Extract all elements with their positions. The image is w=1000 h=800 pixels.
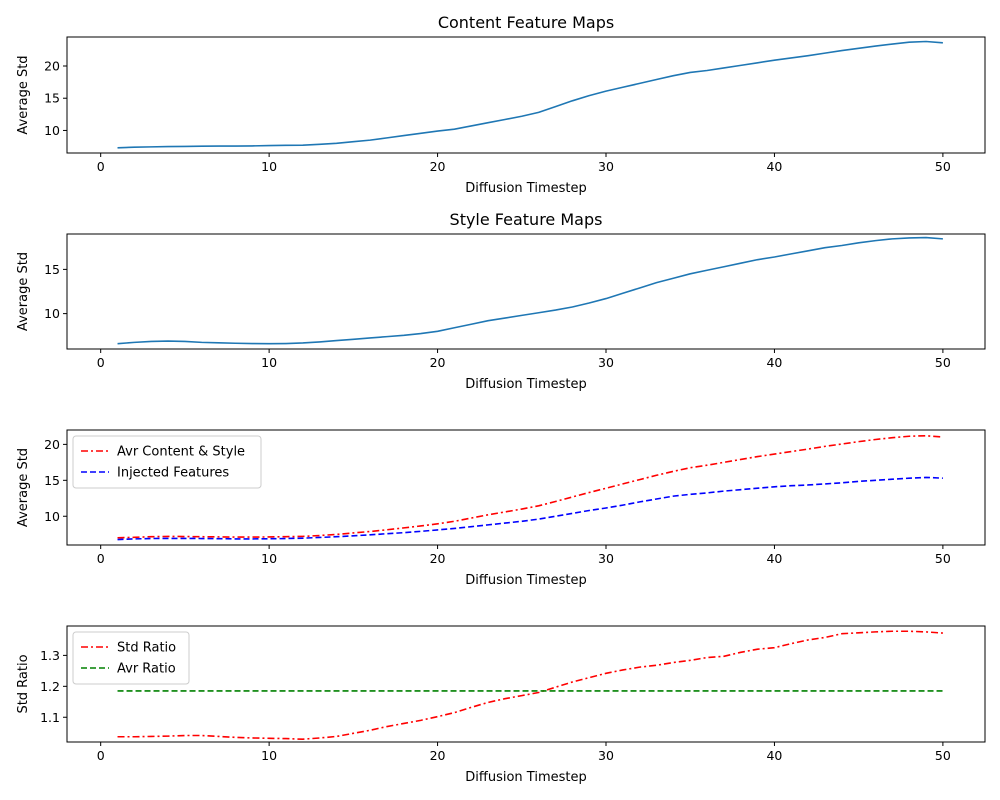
legend-entry: Injected Features [117,466,229,481]
plot-frame [66,36,986,154]
y-tick-label: 1.3 [40,648,60,663]
x-tick-label: 20 [430,551,446,566]
y-tick-label: 10 [44,509,60,524]
x-tick-label: 0 [97,551,105,566]
plot-frame [66,429,986,546]
x-tick-label: 40 [766,355,782,370]
series-line-1-1 [117,40,943,149]
x-tick-label: 20 [430,159,446,174]
legend: Avr Content & Style Injected Features [72,435,262,489]
legend-box [72,435,262,489]
x-tick-label: 20 [430,355,446,370]
x-tick-label: 20 [430,748,446,763]
series-line-3-2 [117,476,943,541]
x-tick-label: 0 [97,355,105,370]
x-tick-label: 10 [261,551,277,566]
x-tick-label: 40 [766,748,782,763]
legend: Std Ratio Avr Ratio [72,631,190,685]
x-axis-label: Diffusion Timestep [465,377,586,392]
x-tick-label: 50 [935,551,951,566]
x-axis-label: Diffusion Timestep [465,770,586,785]
chart-panel-4: 0 10 20 30 40 50 1.1 1.2 1.3 Diffusion Timestep St… [16,625,986,785]
x-axis-label: Diffusion Timestep [465,181,586,196]
y-tick-label: 1.2 [40,679,60,694]
x-tick-label: 30 [598,159,614,174]
x-tick-label: 40 [766,159,782,174]
y-tick-label: 15 [44,91,60,106]
x-tick-label: 30 [598,748,614,763]
series-line-3-1 [117,434,943,539]
legend-box [72,631,190,685]
y-axis-label: Average Std [16,55,31,134]
plot-frame [66,625,986,743]
legend-entry: Avr Ratio [117,662,176,677]
y-axis-label: Std Ratio [16,654,31,713]
y-tick-label: 10 [44,123,60,138]
chart-panel-1: 0 10 20 30 40 50 10 15 20 Content Feature Maps Dif… [16,13,986,196]
chart-panel-2: 0 10 20 30 40 50 10 15 Style Feature Maps Diffusi… [16,210,986,392]
x-tick-label: 50 [935,355,951,370]
x-tick-label: 40 [766,551,782,566]
plot-frame [66,233,986,350]
x-tick-label: 0 [97,159,105,174]
x-tick-label: 10 [261,748,277,763]
x-axis-label: Diffusion Timestep [465,573,586,588]
y-axis-label: Average Std [16,252,31,331]
x-tick-label: 0 [97,748,105,763]
legend-entry: Std Ratio [117,641,176,656]
chart-title: Style Feature Maps [450,210,603,229]
y-tick-label: 15 [44,262,60,277]
y-tick-label: 20 [44,437,60,452]
x-tick-label: 10 [261,355,277,370]
y-tick-label: 1.1 [40,710,60,725]
x-tick-label: 30 [598,355,614,370]
legend-entry: Avr Content & Style [117,445,245,460]
y-tick-label: 10 [44,306,60,321]
x-tick-label: 50 [935,159,951,174]
y-tick-label: 15 [44,473,60,488]
x-tick-label: 10 [261,159,277,174]
chart-title: Content Feature Maps [438,13,614,32]
series-line-4-1 [117,630,943,741]
x-tick-label: 50 [935,748,951,763]
y-axis-label: Average Std [16,448,31,527]
x-tick-label: 30 [598,551,614,566]
y-tick-label: 20 [44,59,60,74]
series-line-2-1 [117,236,943,345]
chart-panel-3: 0 10 20 30 40 50 10 15 20 Diffusion Timestep Avera… [16,429,986,588]
